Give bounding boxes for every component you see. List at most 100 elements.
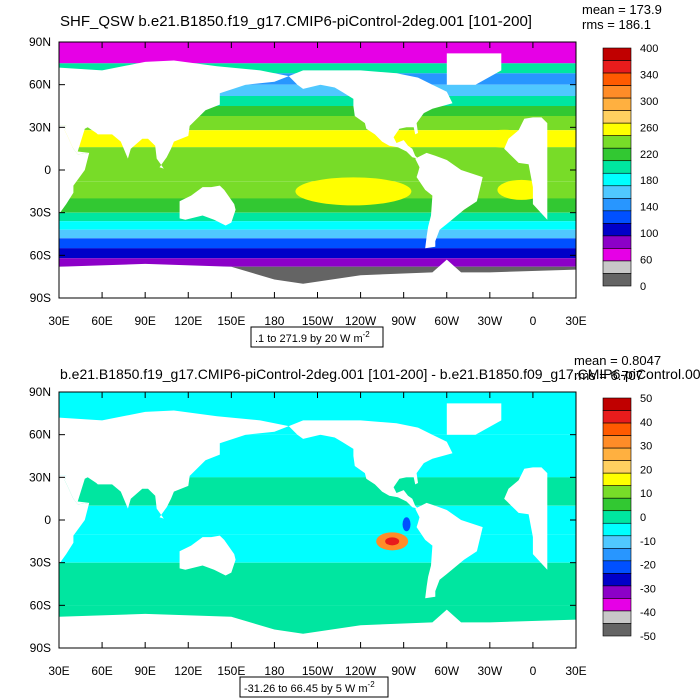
colorbar-swatch [602,97,632,111]
field-anomaly-negative [402,517,411,532]
colorbar-label: 60 [640,255,652,267]
colorbar-swatch [602,122,632,136]
land-greenland [446,403,502,435]
field-band [59,505,576,535]
colorbar-swatch [602,135,632,149]
x-tick-label: 120E [174,664,202,678]
colorbar-swatch [602,573,632,587]
colorbar-label: 0 [640,512,646,524]
colorbar-swatch [602,447,632,461]
colorbar-label: 340 [640,69,658,81]
colorbar-label: 10 [640,488,652,500]
x-tick-label: 30E [48,664,69,678]
colorbar-swatch [602,210,632,224]
colorbar-swatch [602,422,632,436]
field-band [59,562,576,606]
colorbar-swatch [602,535,632,549]
colorbar-swatch [602,472,632,486]
colorbar-swatch [602,47,632,61]
colorbar-label: 180 [640,175,658,187]
land-mask [59,403,576,648]
colorbar-swatch [602,147,632,162]
colorbar-swatch [602,248,632,262]
x-axis: 30E 60E 90E 120E 150E 180 150W 120W 90W 60W 30W 0 30… [48,42,587,328]
field-band [59,84,576,97]
colorbar-swatch [602,273,632,287]
land-north-america [288,70,453,159]
field-band [59,534,576,563]
y-tick-label: 30N [29,470,51,484]
colorbar-swatch [602,548,632,562]
colorbar-swatch [602,397,632,411]
land-greenland [446,53,502,85]
x-tick-label: 90W [391,664,416,678]
field-anomaly-peak [385,537,400,546]
colorbar-swatch [602,610,632,624]
field-maximum-s-pacific [295,177,412,206]
y-tick-label: 0 [44,513,51,527]
x-tick-label: 150W [302,664,334,678]
y-tick-label: 0 [44,163,51,177]
colorbar-swatch [602,585,632,599]
panel-title: b.e21.B1850.f19_g17.CMIP6-piControl-2deg… [60,366,700,382]
colorbar-swatch [602,435,632,449]
colorbar-swatch [602,497,632,512]
y-tick-label: 90S [30,291,51,305]
land-africa [59,125,90,215]
y-tick-label: 60N [29,428,51,442]
land-antarctica [59,609,576,648]
colorbar-swatch [602,485,632,499]
range-label: .1 to 271.9 by 20 W m-2 [255,330,370,345]
x-axis: 30E 60E 90E 120E 150E 180 150W 120W 90W 60W 30W 0 30… [48,392,587,678]
y-tick-label: 60N [29,78,51,92]
x-tick-label: 30E [565,314,586,328]
panel-title: SHF_QSW b.e21.B1850.f19_g17.CMIP6-piCont… [60,13,532,30]
y-tick-label: 30S [30,556,51,570]
colorbar-label: 140 [640,202,658,214]
y-tick-label: 30S [30,206,51,220]
field-band [59,221,576,230]
land-south-america [415,502,483,599]
colorbar-label: 0 [640,281,646,293]
y-tick-label: 60S [30,248,51,262]
colorbar-label: -30 [640,583,656,595]
x-tick-label: 120W [345,664,377,678]
map-plot-area [58,41,577,299]
x-tick-label: 60W [434,664,459,678]
colorbar-swatch [602,185,632,199]
range-box-frame [250,326,384,348]
colorbar-label: 300 [640,96,658,108]
land-africa [59,475,90,565]
bottom-map-panel: b.e21.B1850.f19_g17.CMIP6-piControl-2deg… [29,353,700,698]
colorbar-swatch [602,172,632,187]
colorbar-label: -40 [640,607,656,619]
y-tick-label: 90S [30,641,51,655]
colorbar-swatch [602,85,632,99]
field-band [59,258,576,267]
colorbar-swatch [602,110,632,124]
colorbar-label: 30 [640,441,652,453]
colorbar-label: 220 [640,149,658,161]
y-axis: 90N 60N 30N 0 30S 60S 90S [29,385,576,655]
colorbar-swatch [602,410,632,424]
land-mask [59,53,576,298]
range-label: -31.26 to 66.45 by 5 W m-2 [244,680,375,695]
field-band [59,106,576,116]
x-tick-label: 0 [530,664,537,678]
field-band [59,212,576,222]
top-map-panel: SHF_QSW b.e21.B1850.f19_g17.CMIP6-piCont… [29,2,662,348]
colorbar-swatch [602,460,632,474]
colorbar-swatch [602,623,632,637]
colorbar-label: 40 [640,417,652,429]
mean-label: mean = 173.9 [582,2,662,17]
colorbar-swatch [602,560,632,574]
colorbar-swatch [602,260,632,274]
range-box: -31.26 to 66.45 by 5 W m-2 [239,676,389,698]
x-tick-label: 90W [391,314,416,328]
x-tick-label: 120W [345,314,377,328]
colorbar: 50 40 30 20 10 0 -10 -20 -30 -40 -50 [602,393,656,643]
colorbar-swatch [602,510,632,524]
field-band [59,96,576,106]
land-australia [179,535,236,576]
land-south-america [415,152,483,249]
